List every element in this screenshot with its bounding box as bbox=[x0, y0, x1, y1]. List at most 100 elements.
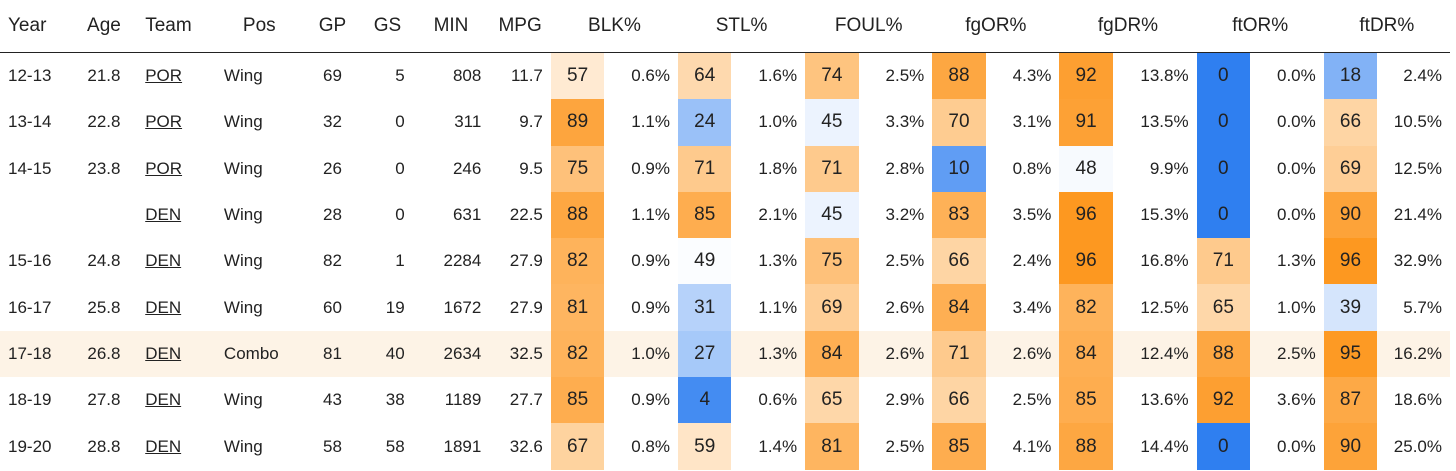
value-cell-blk: 0.6% bbox=[631, 66, 670, 86]
value-cell-foul: 2.5% bbox=[885, 436, 925, 456]
cell-mpg: 11.7 bbox=[511, 66, 543, 86]
value-cell-stl: 1.4% bbox=[758, 436, 798, 456]
value-cell-stl: 1.6% bbox=[758, 66, 798, 86]
cell-age: 25.8 bbox=[87, 297, 121, 317]
team-link[interactable]: DEN bbox=[145, 297, 182, 317]
percentile-cell-blk: 85 bbox=[550, 377, 605, 424]
percentile-cell-ftor: 0 bbox=[1196, 145, 1251, 192]
cell-gp: 60 bbox=[322, 297, 342, 317]
team-link[interactable]: DEN bbox=[137, 330, 216, 378]
value-cell-ftor: 2.5% bbox=[1250, 330, 1324, 378]
percentile-cell-fgdr: 85 bbox=[1059, 377, 1113, 424]
percentile-cell-foul: 45 bbox=[805, 191, 859, 239]
cell-min: 311 bbox=[454, 112, 482, 132]
value-cell-fgdr: 14.4% bbox=[1140, 436, 1189, 456]
header-min[interactable]: MIN bbox=[412, 0, 490, 53]
table-row: 15-16 24.8 DEN Wing 82 1 2284 27.9 82 0.9% 49 1.3% 7… bbox=[0, 238, 1450, 285]
header-blk[interactable]: BLK% bbox=[550, 0, 678, 53]
percentile-cell-ftor: 88 bbox=[1196, 330, 1251, 378]
percentile-cell-foul: 75 bbox=[805, 238, 859, 285]
percentile-cell-ftor: 0 bbox=[1196, 99, 1251, 146]
table-row: DEN Wing 28 0 631 22.5 88 1.1% 85 2.1% 45 3.2% 83 3.5… bbox=[0, 191, 1450, 239]
cell-gs: 58 bbox=[385, 436, 405, 456]
value-cell-fgor: 3.5% bbox=[1012, 205, 1052, 225]
header-gp[interactable]: GP bbox=[302, 0, 363, 53]
value-cell-ftor: 0.0% bbox=[1276, 205, 1316, 225]
cell-gs: 0 bbox=[395, 158, 405, 178]
percentile-cell-blk: 75 bbox=[550, 145, 605, 192]
value-cell-blk: 0.9% bbox=[631, 297, 670, 317]
cell-mpg: 27.7 bbox=[509, 390, 543, 410]
value-cell-stl: 1.3% bbox=[758, 251, 798, 271]
value-cell-ftor: 0.0% bbox=[1276, 436, 1316, 456]
value-cell-foul: 2.6% bbox=[858, 330, 933, 378]
cell-pos: Wing bbox=[223, 251, 263, 271]
percentile-cell-fgdr: 96 bbox=[1059, 238, 1113, 285]
cell-mpg: 27.9 bbox=[509, 297, 543, 317]
value-cell-ftor: 1.0% bbox=[1276, 297, 1316, 317]
table-row: 16-17 25.8 DEN Wing 60 19 1672 27.9 81 0.9% 31 1.1%… bbox=[0, 284, 1450, 331]
value-cell-ftdr: 25.0% bbox=[1393, 436, 1442, 456]
header-year[interactable]: Year bbox=[0, 0, 71, 53]
percentile-cell-ftor: 0 bbox=[1196, 423, 1251, 470]
header-stl[interactable]: STL% bbox=[678, 0, 806, 53]
header-ftdr[interactable]: ftDR% bbox=[1323, 0, 1450, 53]
value-cell-fgor: 0.8% bbox=[1012, 158, 1052, 178]
cell-mpg: 32.6 bbox=[509, 436, 543, 456]
percentile-cell-blk: 67 bbox=[550, 423, 605, 470]
header-fgor[interactable]: fgOR% bbox=[932, 0, 1060, 53]
header-foul[interactable]: FOUL% bbox=[805, 0, 933, 53]
header-pos[interactable]: Pos bbox=[215, 0, 303, 53]
cell-year: 16-17 bbox=[8, 297, 52, 317]
header-team[interactable]: Team bbox=[137, 0, 216, 53]
team-link[interactable]: POR bbox=[145, 66, 183, 86]
cell-mpg: 22.5 bbox=[509, 205, 543, 225]
team-link[interactable]: DEN bbox=[145, 205, 182, 225]
value-cell-foul: 2.6% bbox=[885, 297, 925, 317]
team-link[interactable]: POR bbox=[145, 158, 183, 178]
value-cell-fgor: 4.1% bbox=[1012, 436, 1052, 456]
value-cell-fgdr: 12.4% bbox=[1112, 330, 1197, 378]
team-link[interactable]: DEN bbox=[145, 436, 182, 456]
value-cell-fgdr: 15.3% bbox=[1140, 205, 1189, 225]
table-row: 14-15 23.8 POR Wing 26 0 246 9.5 75 0.9% 71 1.8% 71 2… bbox=[0, 145, 1450, 192]
table-row: 12-13 21.8 POR Wing 69 5 808 11.7 57 0.6% 64 1.6% 74… bbox=[0, 52, 1450, 100]
table-row: 17-18 26.8 DEN Combo 81 40 2634 32.5 82 1.0% 27 1.3… bbox=[0, 330, 1450, 378]
cell-pos: Combo bbox=[215, 330, 303, 378]
cell-year: 13-14 bbox=[8, 112, 52, 132]
team-link[interactable]: POR bbox=[145, 112, 183, 132]
header-fgdr[interactable]: fgDR% bbox=[1059, 0, 1197, 53]
percentile-cell-fgor: 84 bbox=[932, 284, 986, 331]
value-cell-foul: 3.3% bbox=[885, 112, 925, 132]
value-cell-foul: 3.2% bbox=[885, 205, 925, 225]
team-link[interactable]: DEN bbox=[145, 390, 182, 410]
percentile-cell-foul: 84 bbox=[805, 330, 859, 378]
percentile-cell-stl: 59 bbox=[678, 423, 732, 470]
percentile-cell-fgor: 66 bbox=[932, 377, 986, 424]
cell-gp: 58 bbox=[322, 436, 342, 456]
team-link[interactable]: DEN bbox=[145, 251, 182, 271]
cell-gs: 1 bbox=[395, 251, 405, 271]
cell-year bbox=[0, 192, 71, 238]
header-ftor[interactable]: ftOR% bbox=[1196, 0, 1324, 53]
value-cell-foul: 2.5% bbox=[885, 66, 925, 86]
value-cell-fgdr: 12.5% bbox=[1140, 297, 1189, 317]
percentile-cell-fgdr: 82 bbox=[1059, 284, 1113, 331]
percentile-cell-foul: 69 bbox=[805, 284, 859, 331]
percentile-cell-blk: 89 bbox=[550, 99, 605, 146]
percentile-cell-ftdr: 90 bbox=[1323, 191, 1378, 239]
cell-pos: Wing bbox=[223, 390, 263, 410]
percentile-cell-fgdr: 88 bbox=[1059, 423, 1113, 470]
header-mpg[interactable]: MPG bbox=[489, 0, 551, 53]
table-row: 19-20 28.8 DEN Wing 58 58 1891 32.6 67 0.8% 59 1.4%… bbox=[0, 423, 1450, 470]
value-cell-ftdr: 5.7% bbox=[1403, 297, 1442, 317]
value-cell-foul: 2.9% bbox=[885, 390, 925, 410]
value-cell-fgdr: 13.8% bbox=[1140, 66, 1189, 86]
cell-year: 12-13 bbox=[8, 66, 52, 86]
header-age[interactable]: Age bbox=[70, 0, 138, 53]
cell-age: 22.8 bbox=[87, 112, 121, 132]
header-gs[interactable]: GS bbox=[362, 0, 413, 53]
percentile-cell-stl: 49 bbox=[678, 238, 732, 285]
percentile-cell-foul: 81 bbox=[805, 423, 859, 470]
